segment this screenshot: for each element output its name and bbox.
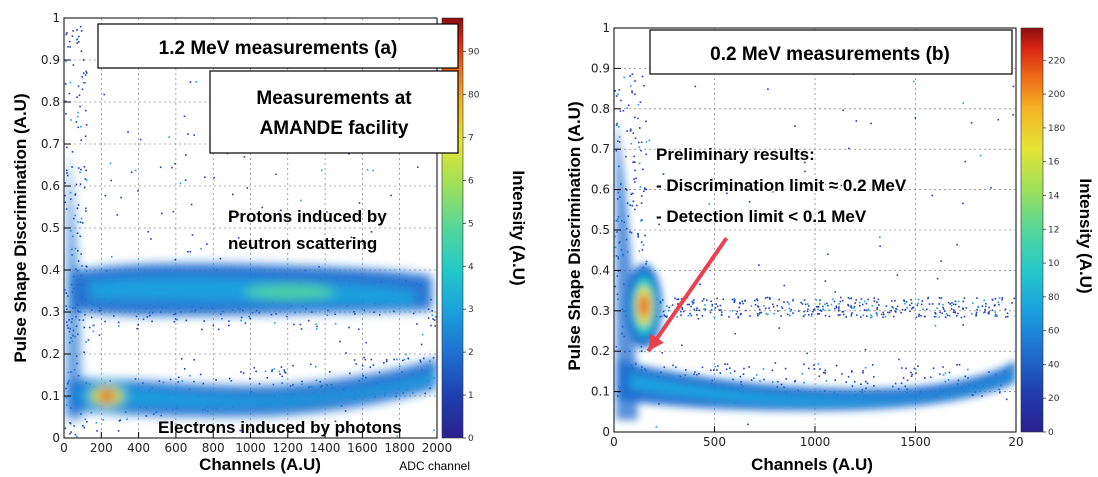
prelim-line-2: - Discrimination limit ≈ 0.2 MeV <box>656 176 907 195</box>
facility-box <box>209 70 459 154</box>
facility-line-1: Measurements at <box>256 88 412 109</box>
chart-title-b: 0.2 MeV measurements (b) <box>710 44 950 65</box>
x-tick-label-a: 1000 <box>235 441 266 455</box>
colorbar-tick-label-b: 0 <box>1048 428 1054 438</box>
y-tick-label-b: 0.5 <box>591 223 610 237</box>
colorbar-tick-label-b: 60 <box>1048 327 1060 337</box>
colorbar-tick-label-b: 12 <box>1048 225 1059 235</box>
y-tick-label-b: 0.6 <box>591 183 610 197</box>
protons-annotation-line-1: Protons induced by <box>228 207 387 226</box>
colorbar-tick-label-a: 2 <box>468 348 474 358</box>
prelim-line-1: Preliminary results: <box>656 145 815 164</box>
x-tick-label-b: 1000 <box>800 435 831 449</box>
colorbar-tick-label-b: 14 <box>1048 191 1060 201</box>
y-tick-label-b: 1 <box>602 21 610 35</box>
colorbar-tick-label-b: 16 <box>1048 158 1060 168</box>
y-tick-label-a: 0.5 <box>41 221 60 235</box>
colorbar-tick-label-b: 80 <box>1048 293 1060 303</box>
colorbar-label-b: Intensity (A.U) <box>1076 178 1095 293</box>
colorbar-tick-label-b: 20 <box>1048 394 1060 404</box>
y-tick-label-a: 0.3 <box>41 305 60 319</box>
colorbar-tick-label-a: 7 <box>468 133 474 143</box>
colorbar-tick-label-b: 220 <box>1048 56 1065 66</box>
x-tick-label-a: 1400 <box>310 441 341 455</box>
y-tick-label-b: 0.2 <box>591 344 610 358</box>
panel-a: 0 1 2 3 4 5 6 7 80 90 0 200 400 600 800 1000 1200 1400 16… <box>11 11 528 474</box>
x-axis-sublabel-a: ADC channel <box>399 459 470 473</box>
x-tick-label-b: 0 <box>610 435 618 449</box>
x-tick-label-a: 1200 <box>273 441 304 455</box>
colorbar-tick-label-a: 1 <box>468 391 474 401</box>
y-tick-label-a: 0.9 <box>41 53 60 67</box>
x-tick-label-a: 600 <box>164 441 187 455</box>
y-tick-label-b: 0.1 <box>591 385 610 399</box>
colorbar-tick-label-a: 5 <box>468 219 474 229</box>
axis-ticks-a: 0 200 400 600 800 1000 1200 1400 1600 1800 2000 0 0.… <box>41 11 452 455</box>
x-tick-label-a: 0 <box>60 441 68 455</box>
colorbar-ticks-a: 0 1 2 3 4 5 6 7 80 90 <box>463 48 480 444</box>
axis-ticks-b: 0 500 1000 1500 20 0 0.1 0.2 0.3 0.4 0.5 0.6 0.7 0.8 0… <box>591 21 1024 449</box>
x-tick-label-a: 200 <box>90 441 113 455</box>
colorbar-tick-label-a: 6 <box>468 176 474 186</box>
x-tick-label-a: 400 <box>127 441 150 455</box>
y-tick-label-a: 0 <box>52 431 60 445</box>
y-tick-label-b: 0.8 <box>591 102 610 116</box>
x-tick-label-a: 1800 <box>384 441 415 455</box>
x-tick-label-a: 800 <box>202 441 225 455</box>
prelim-annotation: Preliminary results: - Discrimination li… <box>655 144 909 228</box>
colorbar-tick-label-b: 200 <box>1048 90 1065 100</box>
colorbar-ticks-b: 0 20 40 60 80 10 12 14 16 180 200 220 <box>1043 56 1065 438</box>
facility-line-2: AMANDE facility <box>260 118 409 139</box>
y-tick-label-a: 0.2 <box>41 347 60 361</box>
x-axis-label-b: Channels (A.U) <box>751 455 873 474</box>
title-box-a <box>97 23 459 69</box>
colorbar-tick-label-a: 80 <box>468 91 480 101</box>
chart-title-a: 1.2 MeV measurements (a) <box>159 38 398 59</box>
y-tick-label-b: 0.3 <box>591 304 610 318</box>
arrow-shaft <box>646 236 729 353</box>
title-box-b <box>649 29 1013 75</box>
y-tick-label-a: 0.1 <box>41 389 60 403</box>
y-axis-label-a: Pulse Shape Discrimination (A.U) <box>11 93 30 362</box>
y-tick-label-b: 0.7 <box>591 142 610 156</box>
y-tick-label-a: 1 <box>52 11 60 25</box>
annotation-arrow <box>646 236 729 353</box>
x-tick-label-b: 1500 <box>900 435 931 449</box>
colorbar-tick-label-b: 180 <box>1048 124 1065 134</box>
x-tick-label-a: 2000 <box>422 441 453 455</box>
y-tick-label-a: 0.6 <box>41 179 60 193</box>
protons-annotation-line-2: neutron scattering <box>228 234 377 253</box>
y-tick-label-a: 0.7 <box>41 137 60 151</box>
prelim-line-3: - Detection limit < 0.1 MeV <box>656 207 867 226</box>
density-b <box>614 70 1016 428</box>
arrow-head <box>648 333 664 352</box>
colorbar-tick-label-a: 0 <box>468 434 474 444</box>
density-a <box>64 25 437 438</box>
colorbar-tick-label-a: 3 <box>468 305 474 315</box>
colorbar-tick-label-a: 90 <box>468 48 480 58</box>
y-tick-label-b: 0 <box>602 425 610 439</box>
colorbar-b <box>1020 27 1044 433</box>
x-tick-label-b: 20 <box>1008 435 1023 449</box>
x-axis-label-a: Channels (A.U) <box>199 455 321 474</box>
x-tick-label-a: 1600 <box>347 441 378 455</box>
colorbar-tick-label-b: 10 <box>1048 259 1060 269</box>
y-axis-label-b: Pulse Shape Discrimination (A.U) <box>565 101 584 370</box>
electrons-annotation: Electrons induced by photons <box>158 418 402 437</box>
colorbar-label-a: Intensity (A.U) <box>509 170 528 285</box>
y-tick-label-b: 0.4 <box>591 263 610 277</box>
colorbar-tick-label-b: 40 <box>1048 360 1060 370</box>
y-tick-label-a: 0.4 <box>41 263 60 277</box>
x-tick-label-b: 500 <box>703 435 726 449</box>
colorbar-tick-label-a: 4 <box>468 262 474 272</box>
y-tick-label-b: 0.9 <box>591 61 610 75</box>
y-tick-label-a: 0.8 <box>41 95 60 109</box>
